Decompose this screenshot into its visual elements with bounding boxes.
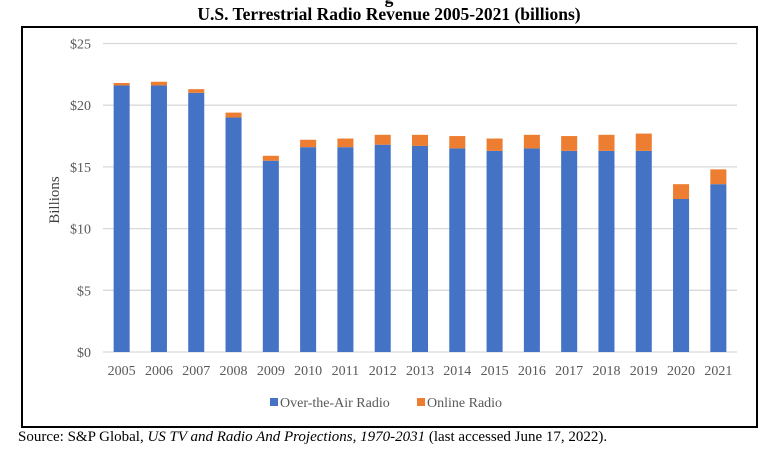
y-tick-label: $15 (70, 161, 91, 176)
bar-over-the-air-radio-2012 (374, 144, 391, 352)
y-tick-label: $5 (77, 284, 91, 299)
bar-over-the-air-radio-2007 (188, 92, 205, 353)
x-tick-label: 2015 (481, 364, 509, 379)
bar-over-the-air-radio-2015 (486, 150, 503, 352)
x-tick-label: 2014 (443, 364, 471, 379)
bar-over-the-air-radio-2006 (150, 85, 167, 353)
y-tick-label: $0 (77, 346, 91, 361)
bar-over-the-air-radio-2010 (300, 147, 317, 352)
source-citation: Source: S&P Global, US TV and Radio And … (18, 429, 607, 446)
bar-over-the-air-radio-2014 (449, 148, 466, 352)
bar-over-the-air-radio-2018 (598, 150, 615, 352)
x-tick-label: 2009 (257, 364, 285, 379)
x-tick-label: 2010 (294, 364, 322, 379)
bar-online-radio-2005 (113, 82, 130, 86)
x-tick-label: 2011 (332, 364, 359, 379)
bar-over-the-air-radio-2009 (262, 160, 279, 352)
bar-online-radio-2007 (188, 89, 205, 93)
y-axis-label: Billions (47, 176, 63, 224)
bar-over-the-air-radio-2016 (523, 148, 540, 352)
clipped-heading-fragment: g (0, 0, 778, 7)
bar-online-radio-2019 (635, 133, 652, 151)
bar-online-radio-2015 (486, 138, 503, 151)
bar-over-the-air-radio-2005 (113, 85, 130, 353)
bar-online-radio-2006 (150, 81, 167, 86)
source-suffix: (last accessed June 17, 2022). (425, 429, 608, 445)
bars (113, 81, 727, 353)
y-axis-ticks: $0 $5 $10 $15 $20 $25 (70, 38, 91, 362)
legend-swatch (270, 398, 278, 406)
y-tick-label: $10 (70, 223, 91, 238)
bar-over-the-air-radio-2008 (225, 117, 242, 352)
bar-online-radio-2011 (337, 138, 354, 148)
x-tick-label: 2007 (182, 364, 210, 379)
legend-label: Online Radio (427, 396, 502, 411)
x-tick-label: 2006 (145, 364, 173, 379)
bar-over-the-air-radio-2020 (673, 198, 690, 352)
x-tick-label: 2008 (220, 364, 248, 379)
bar-online-radio-2017 (561, 136, 578, 151)
x-tick-label: 2018 (592, 364, 620, 379)
x-tick-label: 2020 (667, 364, 695, 379)
legend-swatch (417, 398, 425, 406)
x-tick-label: 2021 (704, 364, 732, 379)
bar-online-radio-2014 (449, 136, 466, 149)
bar-over-the-air-radio-2013 (411, 145, 429, 352)
bar-over-the-air-radio-2021 (710, 184, 727, 352)
bar-online-radio-2009 (262, 155, 279, 161)
legend-label: Over-the-Air Radio (280, 396, 390, 411)
bar-over-the-air-radio-2011 (337, 147, 354, 352)
bar-over-the-air-radio-2019 (635, 150, 652, 352)
bar-online-radio-2012 (374, 134, 391, 145)
x-tick-label: 2012 (369, 364, 397, 379)
source-prefix: Source: S&P Global, (18, 429, 148, 445)
x-tick-label: 2016 (518, 364, 546, 379)
y-tick-label: $20 (70, 99, 91, 114)
bar-online-radio-2021 (710, 169, 727, 185)
x-tick-label: 2005 (108, 364, 136, 379)
bar-online-radio-2013 (411, 134, 429, 146)
legend: Over-the-Air Radio Online Radio (270, 396, 502, 411)
bar-online-radio-2016 (523, 134, 540, 149)
x-tick-label: 2019 (630, 364, 658, 379)
bar-online-radio-2010 (300, 139, 317, 148)
bar-over-the-air-radio-2017 (561, 150, 578, 352)
x-axis-ticks: 2005 2006 2007 2008 2009 2010 2011 2012 2013 2014… (108, 364, 733, 379)
bar-online-radio-2018 (598, 134, 615, 151)
x-tick-label: 2013 (406, 364, 434, 379)
y-tick-label: $25 (70, 38, 91, 53)
x-tick-label: 2017 (555, 364, 583, 379)
bar-online-radio-2008 (225, 112, 242, 118)
source-title: US TV and Radio And Projections, 1970-20… (147, 429, 426, 445)
bar-online-radio-2020 (673, 184, 690, 199)
chart-title: U.S. Terrestrial Radio Revenue 2005-2021… (197, 4, 581, 24)
